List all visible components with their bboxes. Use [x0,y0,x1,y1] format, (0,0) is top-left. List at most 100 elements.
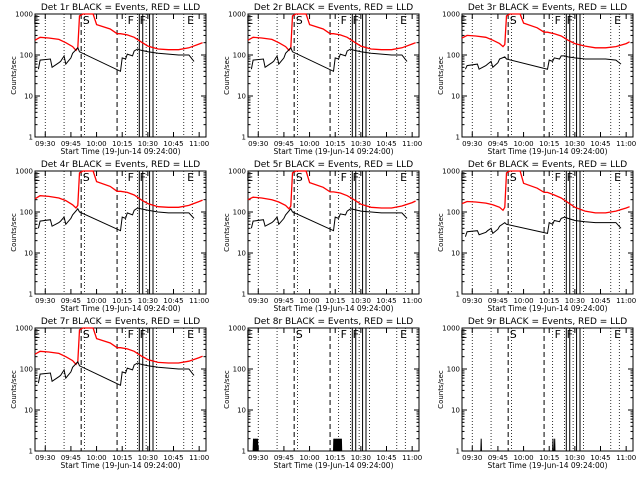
y-tick-label: 1000 [442,11,460,19]
flag-label: F [555,14,561,27]
series-line-lld [247,170,416,210]
flag-label: E [246,328,253,341]
panel-det-9: Det 9r BLACK = Events, RED = LLD 1 10 100 10… [437,317,636,470]
flag-label: E [187,14,194,27]
flag-label: F [341,171,347,184]
plot-frame [247,170,420,295]
x-tick-label: 09:30 [35,454,55,462]
x-tick-label: 11:00 [189,140,209,148]
x-tick-label: 10:15 [539,454,559,462]
plot-frame [34,327,207,452]
x-tick-label: 10:30 [565,454,585,462]
panel-title: Det 2r BLACK = Events, RED = LLD [254,3,413,13]
flag-label: E [614,171,621,184]
flag-label: E [614,14,621,27]
x-tick-label: 10:15 [539,297,559,305]
x-tick-label: 10:30 [351,140,371,148]
y-tick-label: 10 [451,250,460,258]
y-axis-label: Counts/sec [437,56,445,95]
y-tick-label: 100 [447,366,460,374]
y-tick-label: 1 [242,134,246,142]
x-axis-label: Start Time (19-Jun-14 09:24:00) [274,304,394,313]
series-line-lld [34,327,203,366]
flag-label: E [33,328,40,341]
flag-label: F [128,328,134,341]
y-tick-label: 100 [20,209,33,217]
flag-label: F [353,328,359,341]
panel-title: Det 5r BLACK = Events, RED = LLD [254,160,413,170]
series-line-events [250,207,408,232]
plot-frame [34,170,207,295]
y-tick-label: 10 [237,407,246,415]
flag-label: F [567,328,573,341]
series-line-events [464,55,622,70]
y-axis-label: Counts/sec [223,56,231,95]
y-tick-label: 10 [24,407,33,415]
y-tick-label: 10 [451,407,460,415]
plot-frame [34,13,207,138]
series-line-events [250,46,408,73]
x-axis-label: Start Time (19-Jun-14 09:24:00) [274,461,394,470]
y-tick-label: 1 [29,448,33,456]
x-tick-label: 10:30 [138,454,158,462]
y-tick-label: 1000 [442,325,460,333]
x-tick-label: 11:00 [189,297,209,305]
plot-frame [461,170,634,295]
flag-label: F [341,14,347,27]
flag-label: F [555,171,561,184]
y-tick-label: 1000 [228,11,246,19]
series-line-events [252,438,343,452]
flag-label: S [296,14,303,27]
x-tick-label: 10:15 [112,297,132,305]
series-line-events [464,216,622,237]
x-tick-label: 10:00 [86,140,106,148]
panel-det-2: Det 2r BLACK = Events, RED = LLD 1 10 100 10… [223,3,422,156]
panel-det-1: Det 1r BLACK = Events, RED = LLD 1 10 100 10… [10,3,209,156]
x-tick-label: 11:00 [402,297,422,305]
series-line-events [37,46,195,73]
panel-det-7: Det 7r BLACK = Events, RED = LLD 1 10 100 10… [10,317,209,470]
x-tick-label: 09:30 [35,297,55,305]
series-line-lld [247,13,416,52]
y-axis-label: Counts/sec [437,213,445,252]
y-tick-label: 1 [456,291,460,299]
flag-label: F [353,171,359,184]
plot-frame [247,13,420,138]
x-tick-label: 09:30 [35,140,55,148]
flag-label: E [460,328,467,341]
x-tick-label: 09:45 [488,454,508,462]
x-tick-label: 10:00 [299,454,319,462]
flag-label: S [83,328,90,341]
series-line-lld [461,170,630,214]
y-tick-label: 1 [456,448,460,456]
x-tick-label: 10:30 [565,297,585,305]
y-tick-label: 1 [29,291,33,299]
flag-label: F [555,328,561,341]
x-tick-label: 10:45 [163,140,183,148]
series-line-events [480,438,556,452]
panel-title: Det 8r BLACK = Events, RED = LLD [254,317,413,327]
flag-label: F [140,328,146,341]
flag-label: F [341,328,347,341]
x-tick-label: 10:00 [513,140,533,148]
x-axis-label: Start Time (19-Jun-14 09:24:00) [488,147,608,156]
y-tick-label: 1000 [15,168,33,176]
x-tick-label: 11:00 [616,140,636,148]
flag-label: F [140,171,146,184]
x-tick-label: 11:00 [616,297,636,305]
flag-label: F [140,14,146,27]
flag-label: F [567,171,573,184]
y-axis-label: Counts/sec [10,213,18,252]
x-tick-label: 10:00 [86,454,106,462]
plot-frame [461,13,634,138]
x-tick-label: 10:30 [565,140,585,148]
panel-det-4: Det 4r BLACK = Events, RED = LLD 1 10 100 10… [10,160,209,313]
x-tick-label: 09:30 [248,297,268,305]
x-tick-label: 10:30 [351,297,371,305]
series-line-events [37,207,195,232]
y-axis-label: Counts/sec [437,370,445,409]
x-tick-label: 09:30 [248,454,268,462]
y-tick-label: 1 [242,448,246,456]
y-tick-label: 1000 [228,325,246,333]
